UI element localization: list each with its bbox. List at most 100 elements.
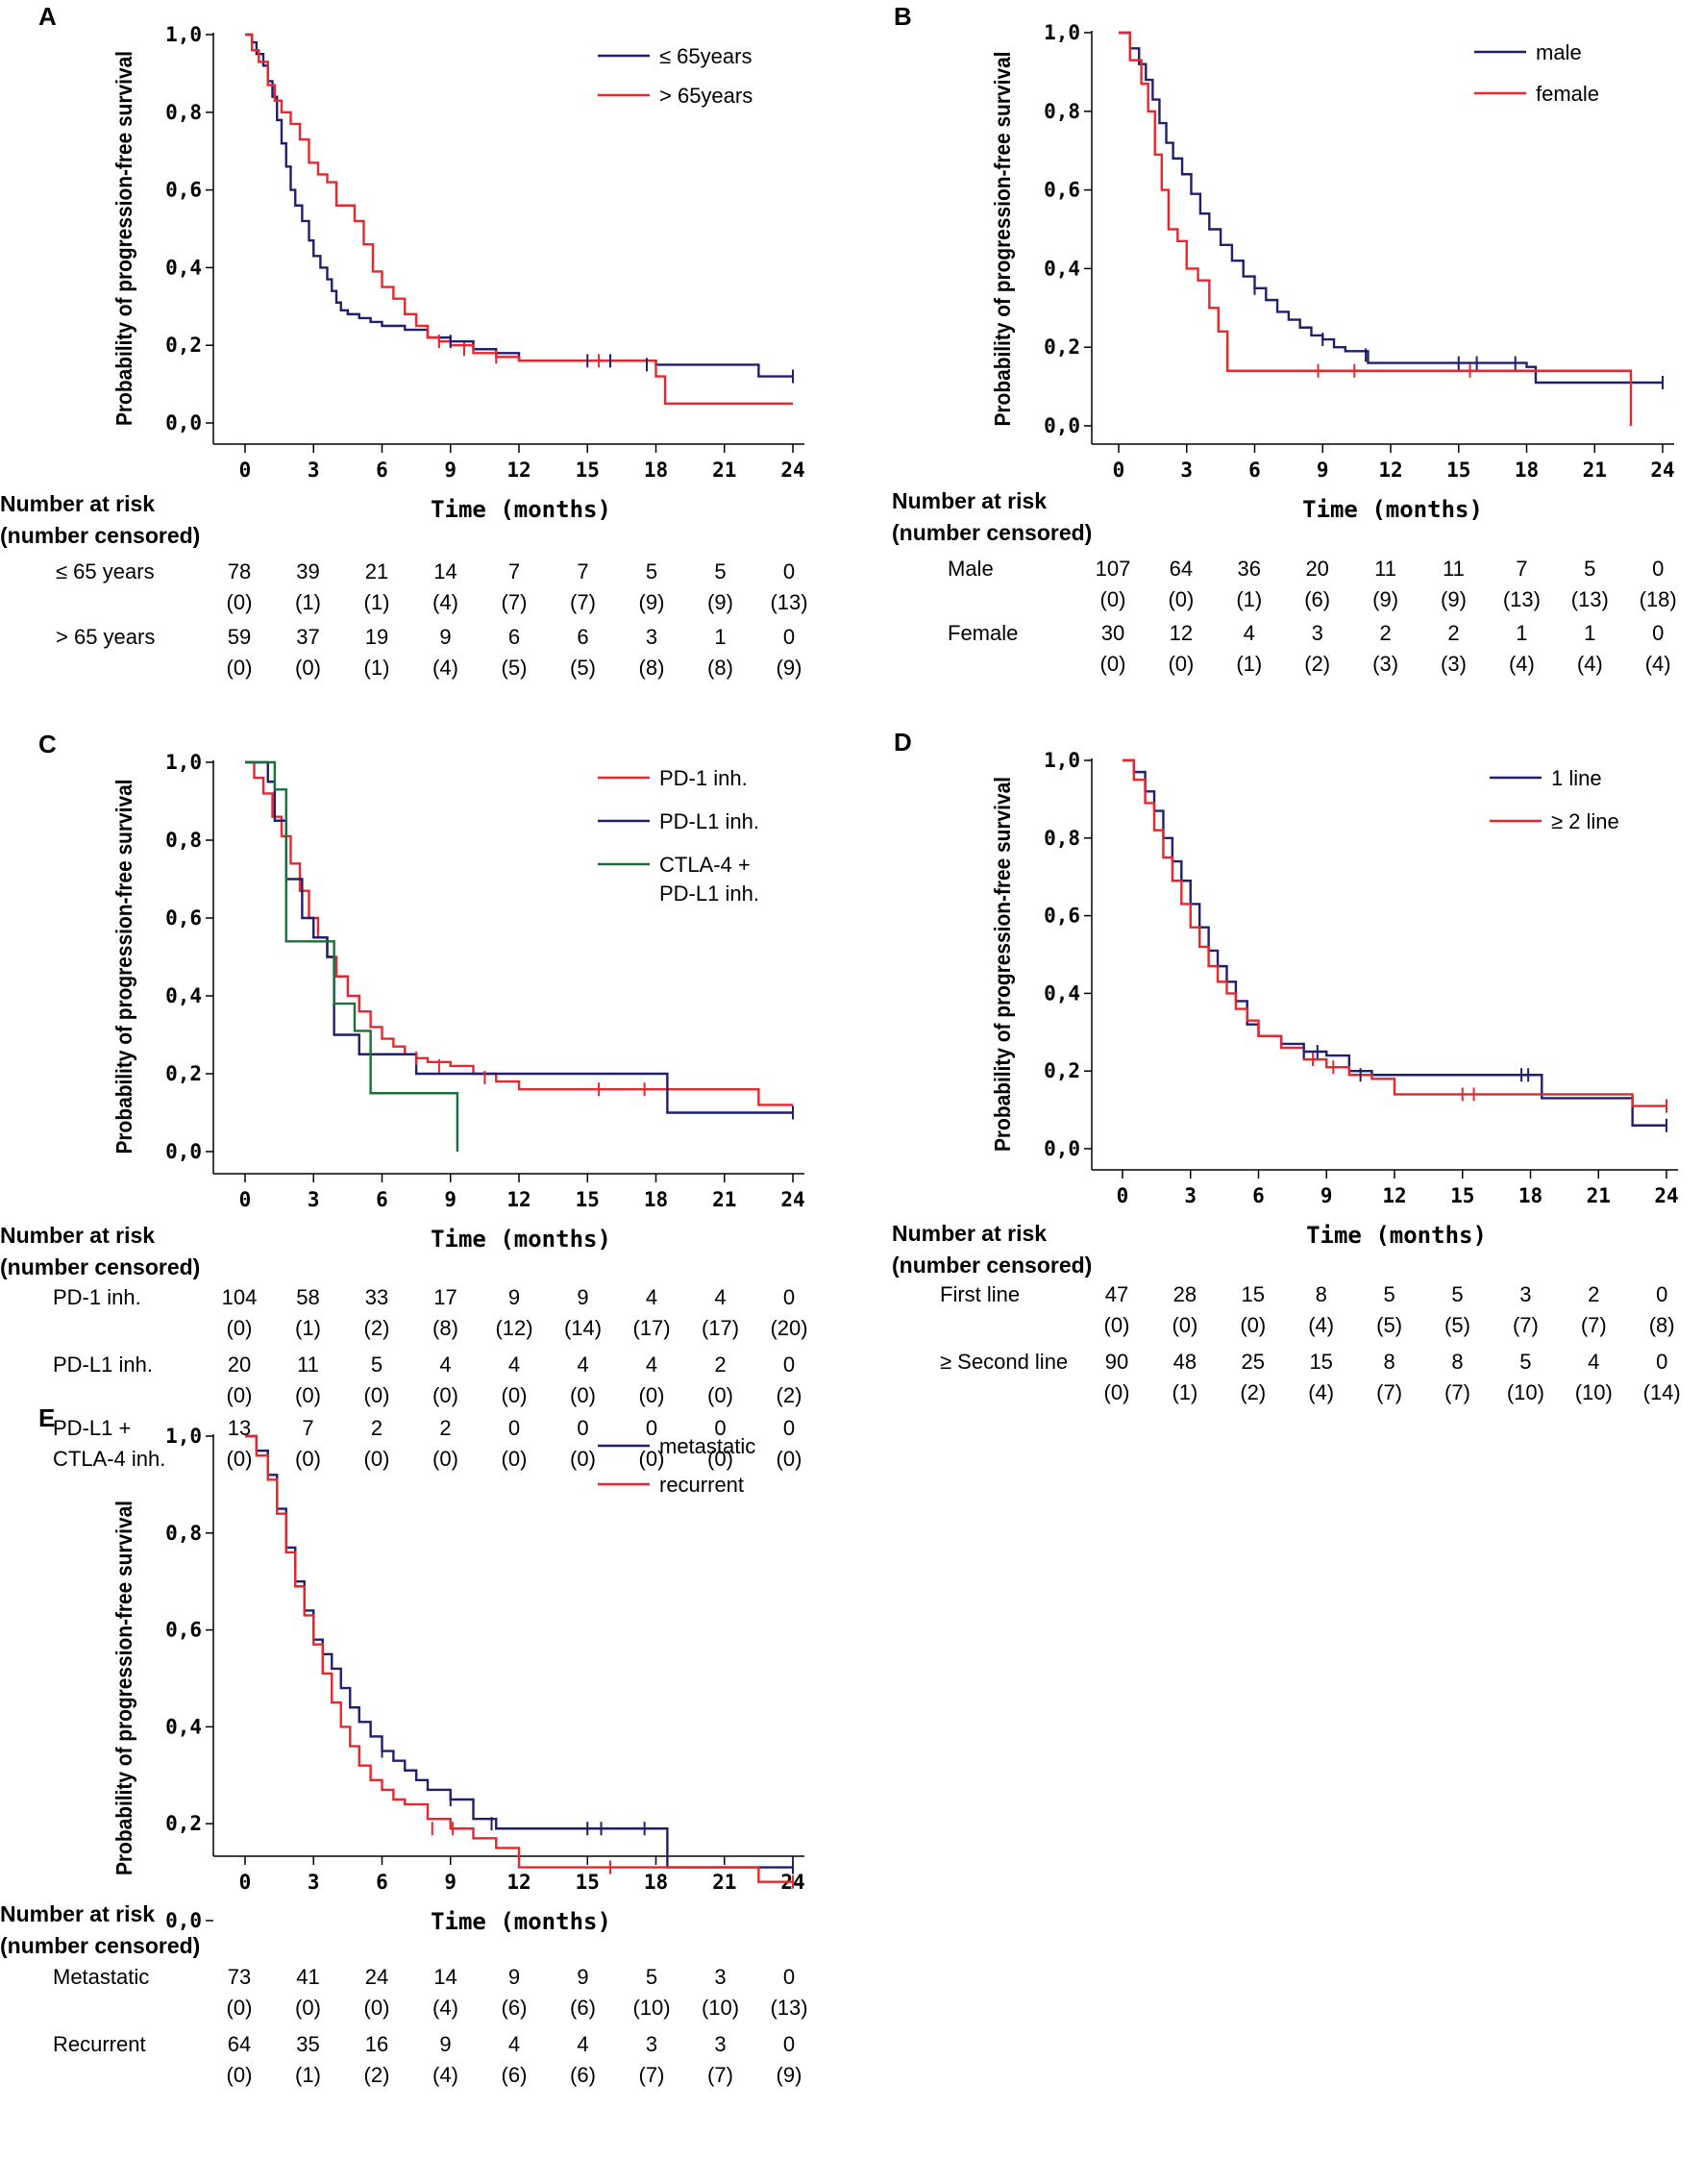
risk-censored: (0): [1099, 587, 1126, 611]
y-tick-label: 0,4: [165, 984, 202, 1007]
risk-row-label: PD-L1 inh.: [53, 1353, 153, 1377]
risk-table-title: Number at risk (number censored): [0, 1899, 200, 1962]
x-tick-label: 0: [239, 1871, 252, 1894]
risk-row-label: First line: [940, 1282, 1021, 1306]
x-axis-label: Time (months): [1306, 1222, 1487, 1249]
risk-censored: (0): [501, 1383, 528, 1407]
x-axis-label: Time (months): [1302, 496, 1483, 523]
risk-count: 0: [507, 1416, 521, 1440]
y-tick-label: 1,0: [1044, 21, 1080, 44]
risk-table-title: Number at risk (number censored): [0, 1220, 200, 1283]
panel-letter: A: [38, 2, 57, 31]
y-tick-label: 0,6: [165, 179, 202, 202]
x-tick-label: 9: [1320, 1184, 1333, 1207]
y-tick-label: 1,0: [165, 23, 202, 46]
risk-censored: (6): [501, 1996, 528, 2020]
risk-censored: (0): [1240, 1313, 1267, 1337]
risk-censored: (5): [570, 656, 596, 680]
x-tick-label: 9: [1317, 459, 1329, 482]
risk-censored: (9): [1441, 587, 1467, 611]
risk-count: 2: [1379, 621, 1392, 645]
panel-e: E 0,0 0,2 0,4 0,6 0,8 1,0 0 3 6 9 12 15 18 21 24 Probabi…: [0, 1402, 871, 2132]
x-tick-label: 15: [576, 459, 600, 482]
x-tick-label: 21: [1587, 1184, 1611, 1207]
risk-censored: (7): [1444, 1380, 1470, 1404]
km-plot: 0,00,20,40,60,81,00 3 6 9 12 15 18 21 24Probabil…: [111, 1425, 805, 1935]
y-tick-label: 1,0: [1044, 749, 1080, 772]
risk-row-label: Male: [948, 557, 994, 581]
risk-censored: (5): [501, 656, 528, 680]
x-tick-label: 12: [1382, 1184, 1406, 1207]
risk-count: 3: [645, 2032, 658, 2056]
risk-censored: (7): [707, 2063, 733, 2087]
risk-censored: (0): [295, 1383, 321, 1407]
x-tick-label: 6: [376, 1188, 388, 1211]
y-tick-label: 0,0: [1044, 1137, 1080, 1160]
km-plot: 0,00,20,40,60,81,00 3 6 9 12 15 18 21 24Probabil…: [111, 23, 805, 523]
risk-count: 0: [1656, 1350, 1668, 1374]
risk-count: 8: [1383, 1350, 1395, 1374]
y-tick-label: 0,6: [1044, 179, 1080, 202]
x-tick-label: 21: [712, 1188, 736, 1211]
risk-censored: (2): [776, 1383, 802, 1407]
risk-censored: (8): [638, 656, 665, 680]
risk-row-label: Metastatic: [53, 1965, 150, 1989]
risk-censored: (7): [570, 590, 596, 614]
y-tick-label: 0,0: [1044, 414, 1080, 437]
risk-count: 35: [296, 2032, 320, 2056]
y-tick-label: 0,8: [165, 1522, 202, 1545]
x-tick-label: 12: [506, 1188, 531, 1211]
risk-count: 7: [577, 559, 589, 583]
y-tick-label: 1,0: [165, 1425, 202, 1448]
y-tick-label: 0,2: [165, 1812, 202, 1835]
risk-count: 4: [645, 1285, 658, 1309]
risk-title-line: (number censored): [0, 1254, 201, 1279]
y-tick-label: 0,2: [1044, 1059, 1080, 1082]
risk-censored: (17): [701, 1316, 740, 1340]
risk-count: 4: [439, 1353, 452, 1377]
risk-count: 30: [1100, 621, 1125, 645]
risk-censored: (0): [1099, 652, 1126, 676]
risk-count: 3: [714, 1965, 727, 1989]
risk-count: 0: [714, 1416, 727, 1440]
risk-censored: (18): [1639, 587, 1677, 611]
risk-count: 5: [714, 559, 727, 583]
risk-row-label: PD-1 inh.: [53, 1285, 141, 1309]
risk-censored: (20): [770, 1316, 808, 1340]
risk-title-line: (number censored): [892, 520, 1093, 545]
risk-title-line: Number at risk: [892, 1221, 1048, 1246]
risk-count: 0: [782, 625, 796, 649]
x-tick-label: 6: [1248, 459, 1261, 482]
risk-censored: (14): [563, 1316, 603, 1340]
risk-censored: (2): [363, 2063, 390, 2087]
risk-censored: (0): [226, 1447, 253, 1471]
risk-censored: (0): [432, 1383, 458, 1407]
risk-count: 5: [645, 1965, 658, 1989]
risk-title-line: (number censored): [892, 1253, 1093, 1278]
risk-count: 6: [507, 625, 521, 649]
risk-count: 5: [1383, 1282, 1395, 1306]
x-axis-label: Time (months): [431, 1908, 611, 1935]
series-line: [245, 760, 793, 1106]
risk-censored: (1): [295, 590, 321, 614]
risk-censored: (0): [570, 1447, 596, 1471]
risk-censored: (13): [770, 590, 808, 614]
y-axis-label: Probability of progression-free survival: [111, 1501, 136, 1875]
y-tick-label: 0,8: [1044, 827, 1080, 850]
legend-label: ≤ 65years: [659, 44, 752, 68]
risk-censored: (12): [495, 1316, 533, 1340]
panel-c: C 0,0 0,2 0,4 0,6 0,8 1,0 0 3 6 9 12 15 18 21 24 Probabi…: [0, 726, 871, 1471]
risk-count: 8: [1315, 1282, 1327, 1306]
risk-censored: (0): [638, 1447, 665, 1471]
risk-censored: (17): [632, 1316, 671, 1340]
risk-censored: (10): [1506, 1380, 1544, 1404]
risk-censored: (7): [1512, 1313, 1539, 1337]
risk-censored: (1): [363, 656, 390, 680]
y-tick-label: 0,0: [165, 411, 202, 434]
risk-count: 7: [302, 1416, 314, 1440]
y-tick-label: 0,2: [1044, 335, 1080, 359]
x-tick-label: 0: [239, 459, 252, 482]
y-tick-label: 0,8: [165, 101, 202, 124]
legend-label: recurrent: [659, 1473, 744, 1497]
risk-count: 11: [1443, 557, 1465, 581]
